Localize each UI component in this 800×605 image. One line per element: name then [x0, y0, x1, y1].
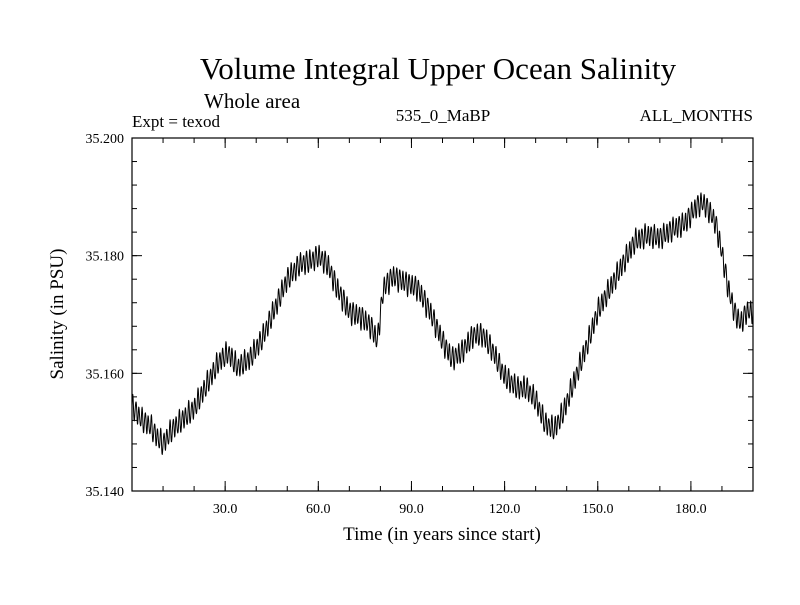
- y-tick-label: 35.160: [86, 367, 125, 382]
- series-layer: [131, 192, 754, 455]
- x-tick-label: 150.0: [582, 502, 614, 517]
- y-tick-label: 35.180: [86, 250, 125, 265]
- y-axis-label: Salinity (in PSU): [47, 249, 68, 380]
- experiment-label: Expt = texod: [132, 112, 220, 131]
- chart-title: Volume Integral Upper Ocean Salinity: [200, 51, 677, 86]
- y-tick-label: 35.200: [86, 132, 125, 147]
- x-tick-label: 30.0: [213, 502, 238, 517]
- run-label: 535_0_MaBP: [396, 106, 490, 125]
- x-tick-label: 60.0: [306, 502, 331, 517]
- salinity-series-line: [131, 192, 754, 455]
- x-tick-label: 180.0: [675, 502, 707, 517]
- y-axis: 35.140 35.160 35.180 35.200: [86, 132, 753, 500]
- x-tick-label: 120.0: [489, 502, 521, 517]
- months-label: ALL_MONTHS: [640, 106, 753, 125]
- y-tick-label: 35.140: [86, 485, 125, 500]
- chart-subtitle: Whole area: [204, 89, 301, 113]
- x-axis-label: Time (in years since start): [343, 524, 541, 545]
- minor-ticks: [132, 138, 753, 491]
- plot-frame: [131, 137, 754, 492]
- x-axis: 30.0 60.0 90.0 120.0 150.0 180.0: [213, 138, 707, 517]
- x-tick-label: 90.0: [399, 502, 424, 517]
